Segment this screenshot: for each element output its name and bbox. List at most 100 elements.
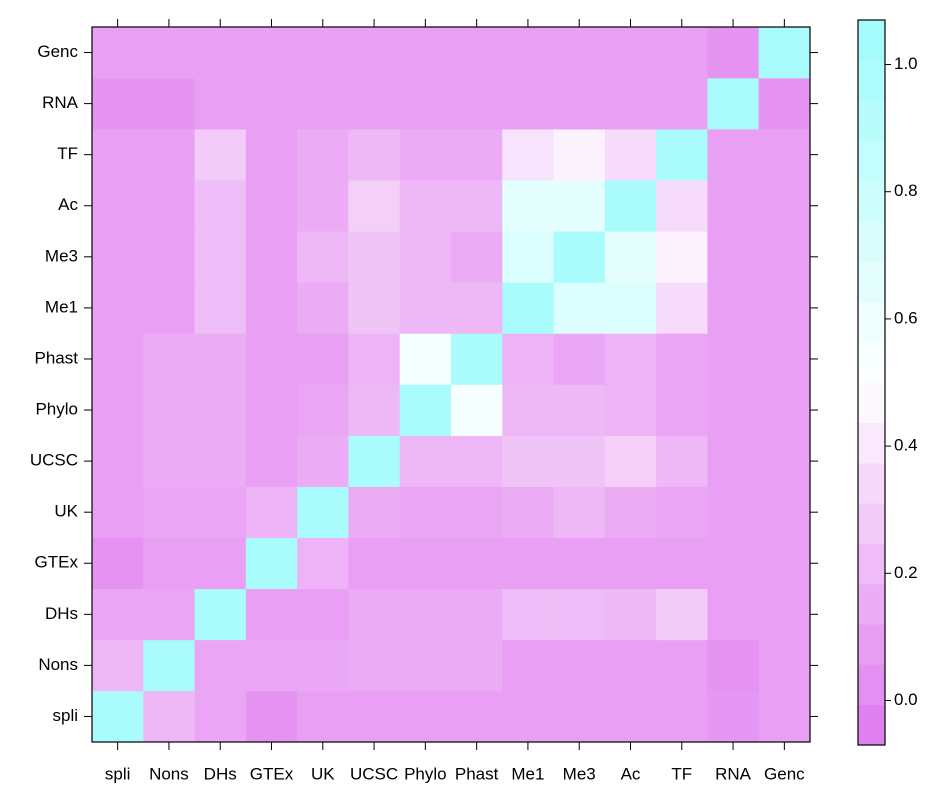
x-tick-label: Nons <box>149 764 189 783</box>
y-tick-label: Genc <box>37 42 78 61</box>
cell <box>604 384 657 436</box>
cell <box>758 486 811 539</box>
colorbar-band <box>858 221 885 262</box>
cell <box>502 384 554 436</box>
cell <box>245 486 298 539</box>
cell <box>297 180 349 232</box>
cell <box>92 231 144 283</box>
cell <box>245 231 298 283</box>
cell <box>143 78 195 130</box>
cell <box>502 333 554 385</box>
cell <box>399 27 452 79</box>
colorbar-tick-label: 0.6 <box>894 308 918 327</box>
cell <box>707 435 760 487</box>
colorbar-tick-label: 0.2 <box>894 563 918 582</box>
cell <box>707 588 760 641</box>
cell <box>553 27 606 79</box>
cell <box>451 282 503 334</box>
y-tick-label: Phylo <box>35 400 78 419</box>
colorbar-tick-label: 1.0 <box>894 54 918 73</box>
cell <box>348 384 401 436</box>
y-tick-label: DHs <box>45 604 78 623</box>
cell <box>604 333 657 385</box>
cell <box>707 129 760 181</box>
cell <box>194 486 247 539</box>
cell <box>245 690 298 743</box>
cell <box>245 537 298 590</box>
cell <box>143 231 195 283</box>
cell <box>451 639 503 692</box>
cell <box>143 282 195 334</box>
cell <box>194 129 247 181</box>
cell <box>604 435 657 487</box>
y-tick-label: Ac <box>58 195 78 214</box>
cell <box>143 486 195 539</box>
colorbar-band <box>858 382 885 424</box>
cell <box>604 690 657 743</box>
cell <box>707 180 760 232</box>
cell <box>348 639 401 692</box>
cell <box>502 435 554 487</box>
cell <box>348 537 401 590</box>
cell <box>502 78 554 130</box>
cell <box>92 435 144 487</box>
cell <box>92 333 144 385</box>
cell <box>604 231 657 283</box>
cell <box>707 27 760 79</box>
cell <box>707 537 760 590</box>
cell <box>758 282 811 334</box>
cell <box>399 537 452 590</box>
cell <box>656 639 708 692</box>
cell <box>758 537 811 590</box>
cell <box>604 78 657 130</box>
cell <box>297 588 349 641</box>
cell <box>348 78 401 130</box>
cell <box>451 231 503 283</box>
colorbar-band <box>858 100 885 142</box>
cell <box>92 690 144 743</box>
colorbar-tick-label: 0.8 <box>894 181 918 200</box>
cell <box>92 282 144 334</box>
colorbar-band <box>858 60 885 101</box>
cell <box>604 129 657 181</box>
cell <box>604 537 657 590</box>
cell <box>502 231 554 283</box>
cell <box>399 690 452 743</box>
cell <box>758 27 811 79</box>
cell <box>502 486 554 539</box>
cell <box>758 333 811 385</box>
cell <box>143 690 195 743</box>
cell <box>553 180 606 232</box>
x-tick-label: DHs <box>204 764 237 783</box>
cell <box>604 588 657 641</box>
cell <box>245 333 298 385</box>
cell <box>553 231 606 283</box>
cell <box>245 129 298 181</box>
cell <box>194 588 247 641</box>
plot-frame <box>91 26 811 743</box>
cell <box>399 639 452 692</box>
y-tick-label: Phast <box>35 348 79 367</box>
cell <box>297 690 349 743</box>
cell <box>502 129 554 181</box>
y-tick-label: GTEx <box>35 553 79 572</box>
cell <box>297 231 349 283</box>
cell <box>758 639 811 692</box>
colorbar-tick-label: 0.0 <box>894 690 918 709</box>
cell <box>502 690 554 743</box>
cell <box>502 588 554 641</box>
cell <box>707 639 760 692</box>
cell <box>399 129 452 181</box>
cell <box>194 27 247 79</box>
cell <box>656 231 708 283</box>
cell <box>399 384 452 436</box>
cell <box>604 27 657 79</box>
cell <box>143 537 195 590</box>
x-tick-label: GTEx <box>250 764 294 783</box>
cell <box>92 537 144 590</box>
cell <box>399 231 452 283</box>
cell <box>553 639 606 692</box>
cell <box>143 27 195 79</box>
cell <box>348 690 401 743</box>
